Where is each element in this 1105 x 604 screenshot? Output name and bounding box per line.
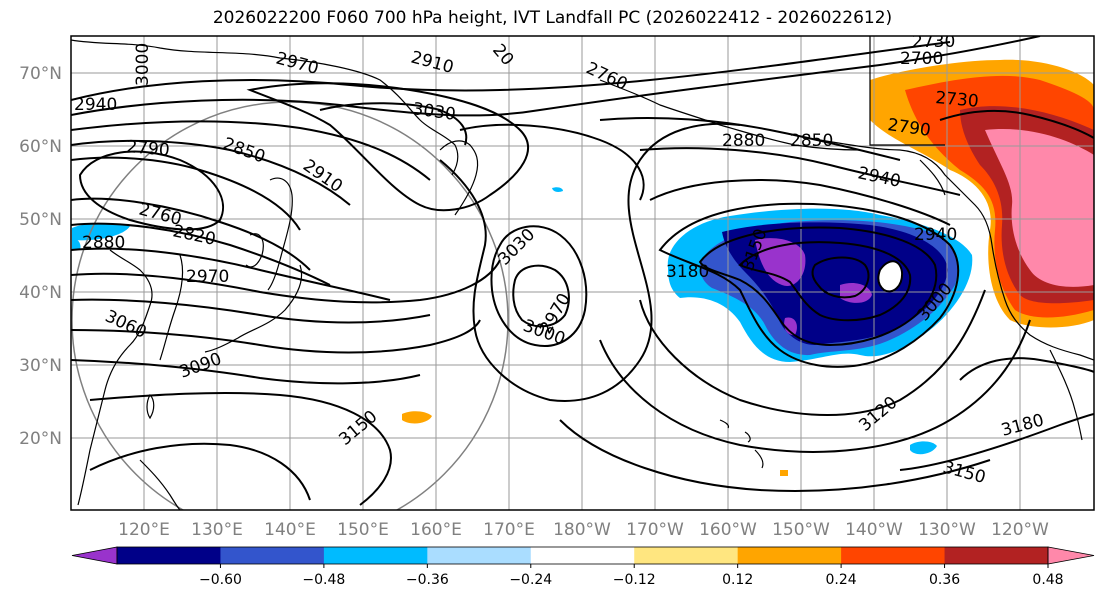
lat-label-30n: 30°N [19, 356, 62, 376]
colorbar-tick-label: −0.36 [406, 572, 449, 588]
contour-label: 2940 [74, 95, 117, 115]
colorbar: −0.60 −0.48 −0.36 −0.24 −0.12 0.12 0.24 0.36 0.4… [71, 546, 1095, 588]
lat-label-50n: 50°N [19, 210, 62, 230]
contour-label: 2730 [912, 32, 955, 52]
lon-label-120e: 120°E [118, 520, 170, 540]
ivt-negative-shading [72, 187, 973, 455]
colorbar-segment [117, 547, 221, 564]
contour-label: 3180 [666, 262, 709, 282]
lon-label-160e: 160°E [410, 520, 462, 540]
latitude-labels: 70°N 60°N 50°N 40°N 30°N 20°N [19, 64, 62, 449]
lat-label-60n: 60°N [19, 137, 62, 157]
lat-label-70n: 70°N [19, 64, 62, 84]
colorbar-segment [220, 547, 325, 564]
lon-label-150e: 150°E [337, 520, 389, 540]
colorbar-tick-label: −0.12 [613, 572, 656, 588]
contour-label: 2970 [186, 267, 229, 287]
colorbar-extend-low [71, 546, 118, 565]
colorbar-tick-label: 0.12 [722, 572, 753, 588]
colorbar-tick-label: −0.48 [302, 572, 345, 588]
reference-circle [71, 101, 509, 510]
lon-label-120w: 120°W [991, 520, 1049, 540]
colorbar-segment [841, 547, 946, 564]
lon-label-130e: 130°E [191, 520, 243, 540]
lon-label-140w: 140°W [845, 520, 903, 540]
contour-label: 2790 [126, 137, 171, 161]
contour-label: 2730 [935, 88, 980, 112]
contour-label: 2880 [82, 233, 125, 253]
height-contours [71, 36, 1094, 506]
colorbar-extend-high [1047, 546, 1095, 565]
map-frame [70, 35, 1095, 511]
lon-label-150w: 150°W [772, 520, 830, 540]
map-panel: 3000 2970 2910 2760 2730 2700 2940 3030 … [71, 32, 1094, 510]
lat-label-20n: 20°N [19, 429, 62, 449]
figure-title: 2026022200 F060 700 hPa height, IVT Land… [212, 8, 893, 28]
longitude-labels: 120°E 130°E 140°E 150°E 160°E 170°E 180°… [118, 520, 1049, 540]
lon-label-170e: 170°E [483, 520, 535, 540]
contour-label: 2940 [914, 225, 957, 245]
colorbar-segment [944, 547, 1049, 564]
colorbar-segment [427, 547, 532, 564]
colorbar-frame [116, 546, 1049, 565]
lon-label-170w: 170°W [626, 520, 684, 540]
colorbar-tick-label: 0.48 [1032, 572, 1063, 588]
colorbar-segment [634, 547, 739, 564]
lon-label-140e: 140°E [264, 520, 316, 540]
colorbar-tick-label: 0.36 [929, 572, 960, 588]
lon-label-160w: 160°W [699, 520, 757, 540]
lon-label-130w: 130°W [918, 520, 976, 540]
colorbar-segment [530, 547, 635, 564]
colorbar-segment [323, 547, 428, 564]
colorbar-segment [737, 547, 842, 564]
colorbar-tick-label: −0.24 [509, 572, 552, 588]
contour-label: 2850 [790, 131, 833, 151]
contour-label: 2700 [900, 49, 943, 69]
contour-label: 2880 [722, 131, 765, 151]
ivt-positive-shading [402, 59, 1094, 476]
lon-label-180w: 180°W [553, 520, 611, 540]
colorbar-tick-label: −0.60 [199, 572, 242, 588]
contour-label: 3000 [133, 43, 153, 86]
colorbar-tick-label: 0.24 [826, 572, 857, 588]
lat-label-40n: 40°N [19, 283, 62, 303]
